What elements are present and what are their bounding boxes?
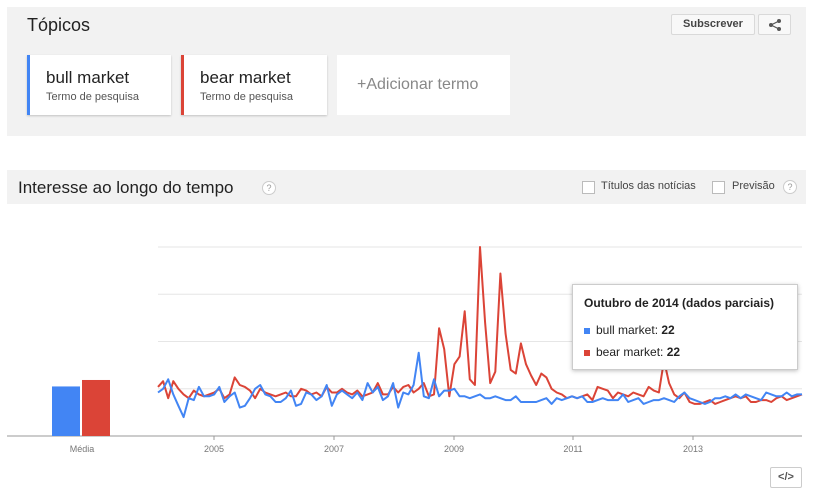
x-tick-label: 2005 [204,444,224,454]
headlines-checkbox[interactable] [582,181,595,194]
tooltip-value: 22 [661,323,675,337]
share-icon [768,19,781,31]
term-card-bull-market[interactable]: bull market Termo de pesquisa [27,55,171,115]
forecast-label: Previsão [732,180,775,192]
headlines-label: Títulos das notícias [601,180,696,192]
term-card-bear-market[interactable]: bear market Termo de pesquisa [181,55,327,115]
subscribe-button[interactable]: Subscrever [671,14,755,35]
tooltip-row-bear: bear market: 22 [584,345,680,359]
x-tick-label: 2013 [683,444,703,454]
term-color-bar [181,55,184,115]
forecast-help-icon[interactable]: ? [783,180,797,194]
x-tick-label: 2011 [563,444,582,454]
tooltip-value: 22 [666,345,681,359]
tooltip-label: bear market: [596,345,667,359]
topics-title: Tópicos [27,15,91,35]
legend-swatch [584,327,590,334]
add-term-button[interactable]: +Adicionar termo [337,55,510,115]
term-subtitle: Termo de pesquisa [46,91,139,103]
share-button[interactable] [758,14,791,35]
topics-panel: Tópicos Subscrever bull market Termo de … [7,7,806,136]
average-bar [52,386,80,436]
x-tick-label: 2007 [324,444,344,454]
tooltip-label: bull market: [596,323,662,337]
interest-title: Interesse ao longo do tempo [18,178,234,197]
term-name: bear market [200,68,291,87]
help-icon[interactable]: ? [262,181,276,195]
embed-button[interactable]: </> [770,467,802,488]
term-subtitle: Termo de pesquisa [200,91,293,103]
chart-tooltip: Outubro de 2014 (dados parciais) bull ma… [572,284,798,370]
term-name: bull market [46,68,130,87]
average-label: Média [70,444,95,454]
interest-header: Interesse ao longo do tempo ? Títulos da… [7,170,806,204]
x-tick-label: 2009 [444,444,464,454]
tooltip-row-bull: bull market: 22 [584,323,675,337]
tooltip-title: Outubro de 2014 (dados parciais) [584,296,775,310]
legend-swatch [584,349,590,356]
term-color-bar [27,55,30,115]
average-bar [82,379,110,436]
forecast-checkbox[interactable] [712,181,725,194]
